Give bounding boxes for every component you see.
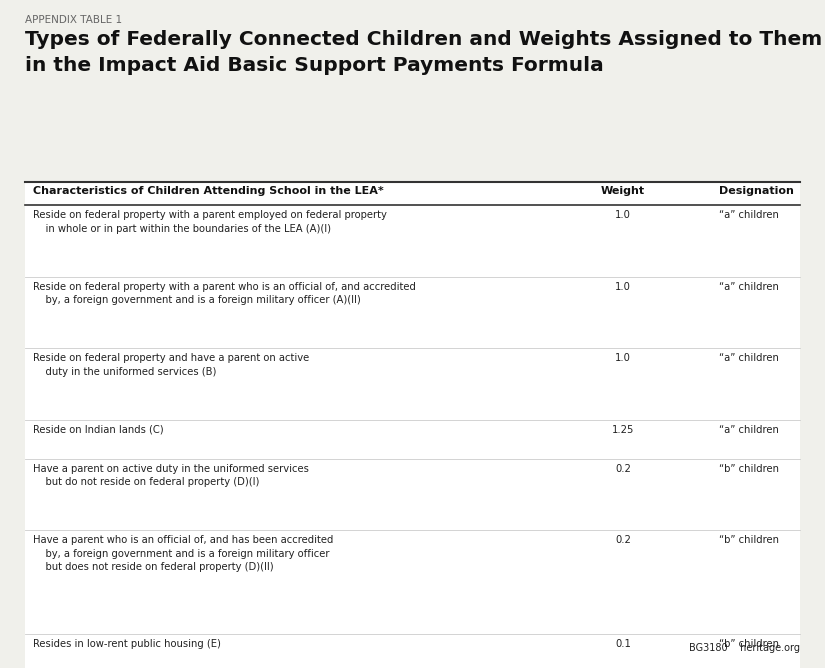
Text: “a” children: “a” children [719,282,780,292]
Text: BG3180    heritage.org: BG3180 heritage.org [689,643,800,653]
Text: Resides in low-rent public housing (E): Resides in low-rent public housing (E) [33,639,221,649]
Text: Weight: Weight [601,186,645,196]
Text: 0.1: 0.1 [615,639,631,649]
Text: 0.2: 0.2 [615,536,631,545]
Text: “a” children: “a” children [719,353,780,363]
Text: Have a parent who is an official of, and has been accredited
    by, a foreign g: Have a parent who is an official of, and… [33,536,333,572]
Text: Designation: Designation [719,186,794,196]
Text: “b” children: “b” children [719,464,780,474]
Text: Reside on federal property with a parent employed on federal property
    in who: Reside on federal property with a parent… [33,210,387,234]
Text: Reside on Indian lands (C): Reside on Indian lands (C) [33,425,163,435]
Text: Types of Federally Connected Children and Weights Assigned to Them: Types of Federally Connected Children an… [25,30,822,49]
Text: 1.0: 1.0 [615,353,631,363]
Text: “a” children: “a” children [719,425,780,435]
Text: Characteristics of Children Attending School in the LEA*: Characteristics of Children Attending Sc… [33,186,384,196]
Text: APPENDIX TABLE 1: APPENDIX TABLE 1 [25,15,122,25]
Text: Have a parent on active duty in the uniformed services
    but do not reside on : Have a parent on active duty in the unif… [33,464,309,487]
Text: “b” children: “b” children [719,536,780,545]
Text: 1.0: 1.0 [615,210,631,220]
Text: Reside on federal property and have a parent on active
    duty in the uniformed: Reside on federal property and have a pa… [33,353,309,377]
Text: “b” children: “b” children [719,639,780,649]
Text: “a” children: “a” children [719,210,780,220]
Text: 1.25: 1.25 [611,425,634,435]
Text: 0.2: 0.2 [615,464,631,474]
Text: Reside on federal property with a parent who is an official of, and accredited
 : Reside on federal property with a parent… [33,282,416,305]
Text: 1.0: 1.0 [615,282,631,292]
Text: in the Impact Aid Basic Support Payments Formula: in the Impact Aid Basic Support Payments… [25,56,604,75]
